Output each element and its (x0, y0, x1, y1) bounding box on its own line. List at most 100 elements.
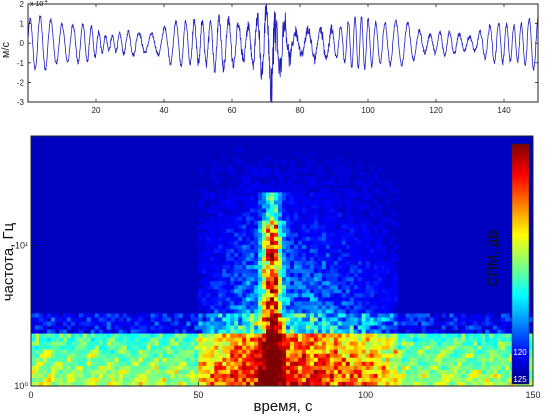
spectrogram-cell (509, 345, 514, 351)
spectrogram-cell (365, 345, 371, 351)
spectrogram-cell (361, 361, 367, 367)
spectrogram-cell (190, 333, 195, 339)
spectrogram-cell (222, 333, 227, 339)
spectrogram-cell (162, 373, 168, 379)
spectrogram-cell (457, 313, 462, 319)
spectrogram-cell (365, 365, 371, 371)
spectrogram-cell (293, 196, 299, 202)
spectrogram-cell (353, 329, 359, 335)
spectrogram-cell (309, 365, 315, 371)
spectrogram-cell (110, 317, 116, 323)
spectrogram-cell (305, 293, 311, 298)
spectrogram-cell (206, 277, 211, 282)
spectrogram-cell (230, 168, 235, 173)
spectrogram-cell (413, 353, 419, 359)
spectrogram-cell (234, 220, 239, 226)
spectrogram-cell (381, 377, 387, 383)
spectrogram-cell (254, 297, 259, 302)
spectrogram-cell (262, 285, 267, 290)
spectrogram-cell (401, 317, 407, 323)
spectrogram-cell (278, 216, 283, 222)
spectrogram-cell (190, 341, 195, 347)
spectrogram-cell (214, 321, 219, 327)
spectrogram-cell (202, 329, 207, 335)
spectrogram-cell (377, 321, 383, 327)
spectrogram-cell (282, 273, 287, 278)
spectrogram-cell (278, 281, 283, 286)
spectrogram-cell (210, 357, 215, 363)
spectrogram-cell (134, 357, 140, 363)
spectrogram-cell (381, 285, 387, 290)
spectrogram-cell (270, 341, 275, 347)
spectrogram-cell (58, 361, 64, 367)
spectrogram-cell (234, 305, 239, 310)
spectrogram-cell (42, 357, 48, 363)
spectrogram-cell (337, 369, 343, 375)
spectrogram-cell (333, 293, 339, 298)
spectrogram-cell (78, 369, 84, 375)
spectrogram-cell (349, 244, 355, 250)
spectrogram-cell (194, 333, 199, 339)
spectrogram-cell (349, 248, 355, 254)
spectrogram-cell (214, 317, 219, 323)
spectrogram-cell (222, 269, 227, 274)
spectrogram-cell (337, 357, 343, 363)
spectrogram-cell (246, 321, 251, 327)
spectrogram-cell (238, 297, 243, 302)
spectrogram-cell (130, 361, 136, 367)
spectrogram-cell (465, 361, 470, 367)
spectrogram-cell (489, 317, 494, 323)
spectrogram-cell (337, 373, 343, 379)
spectrogram-cell (453, 369, 458, 375)
spectrogram-cell (142, 313, 148, 319)
spectrogram-cell (325, 208, 331, 214)
spectrogram-cell (46, 357, 52, 363)
spectrogram-cell (170, 321, 176, 327)
spectrogram-cell (353, 256, 359, 262)
spectrogram-cell (317, 168, 323, 173)
spectrogram-cell (377, 277, 383, 282)
spectrogram-cell (341, 377, 347, 383)
spectrogram-cell (170, 357, 176, 363)
spectrogram-cell (509, 377, 514, 383)
spectrogram-cell (485, 361, 490, 367)
spectrogram-cell (425, 369, 431, 375)
spectrogram-cell (349, 373, 355, 379)
spectrogram-cell (401, 345, 407, 351)
spectrogram-cell (70, 345, 76, 351)
spectrogram-cell (337, 228, 343, 234)
spectrogram-cell (293, 256, 299, 262)
spectrogram-cell (473, 361, 478, 367)
spectrogram-cell (214, 377, 219, 383)
spectrogram-cell (529, 381, 533, 386)
spectrogram-cell (421, 361, 427, 367)
spectrogram-cell (325, 325, 331, 331)
spectrogram-cell (421, 349, 427, 355)
spectrogram-cell (409, 313, 415, 319)
spectrogram-cell (409, 317, 415, 323)
spectrogram-cell (357, 261, 363, 266)
spectrogram-cell (333, 232, 339, 238)
spectrogram-cell (449, 373, 454, 379)
spectrogram-cell (174, 369, 180, 375)
spectrogram-cell (373, 321, 379, 327)
spectrogram-cell (293, 188, 299, 194)
spectrogram-cell (429, 373, 434, 379)
spectrogram-cell (373, 172, 379, 177)
spectrogram-cell (293, 248, 299, 254)
spectrogram-cell (477, 333, 482, 339)
spectrogram-cell (94, 369, 100, 375)
spectrogram-cell (309, 357, 315, 363)
spectrogram-cell (373, 256, 379, 262)
waveform-x-tick-label: 20 (92, 106, 101, 115)
spectrogram-cell (317, 337, 323, 343)
spectrogram-cell (293, 232, 299, 238)
spectrogram-cell (405, 361, 411, 367)
spectrogram-cell (254, 293, 259, 298)
spectrogram-cell (38, 341, 44, 347)
spectrogram-cell (353, 252, 359, 258)
spectrogram-cell (222, 289, 227, 294)
spectrogram-cell (529, 361, 533, 367)
spectrogram-cell (246, 293, 251, 298)
spectrogram-cell (329, 176, 335, 181)
